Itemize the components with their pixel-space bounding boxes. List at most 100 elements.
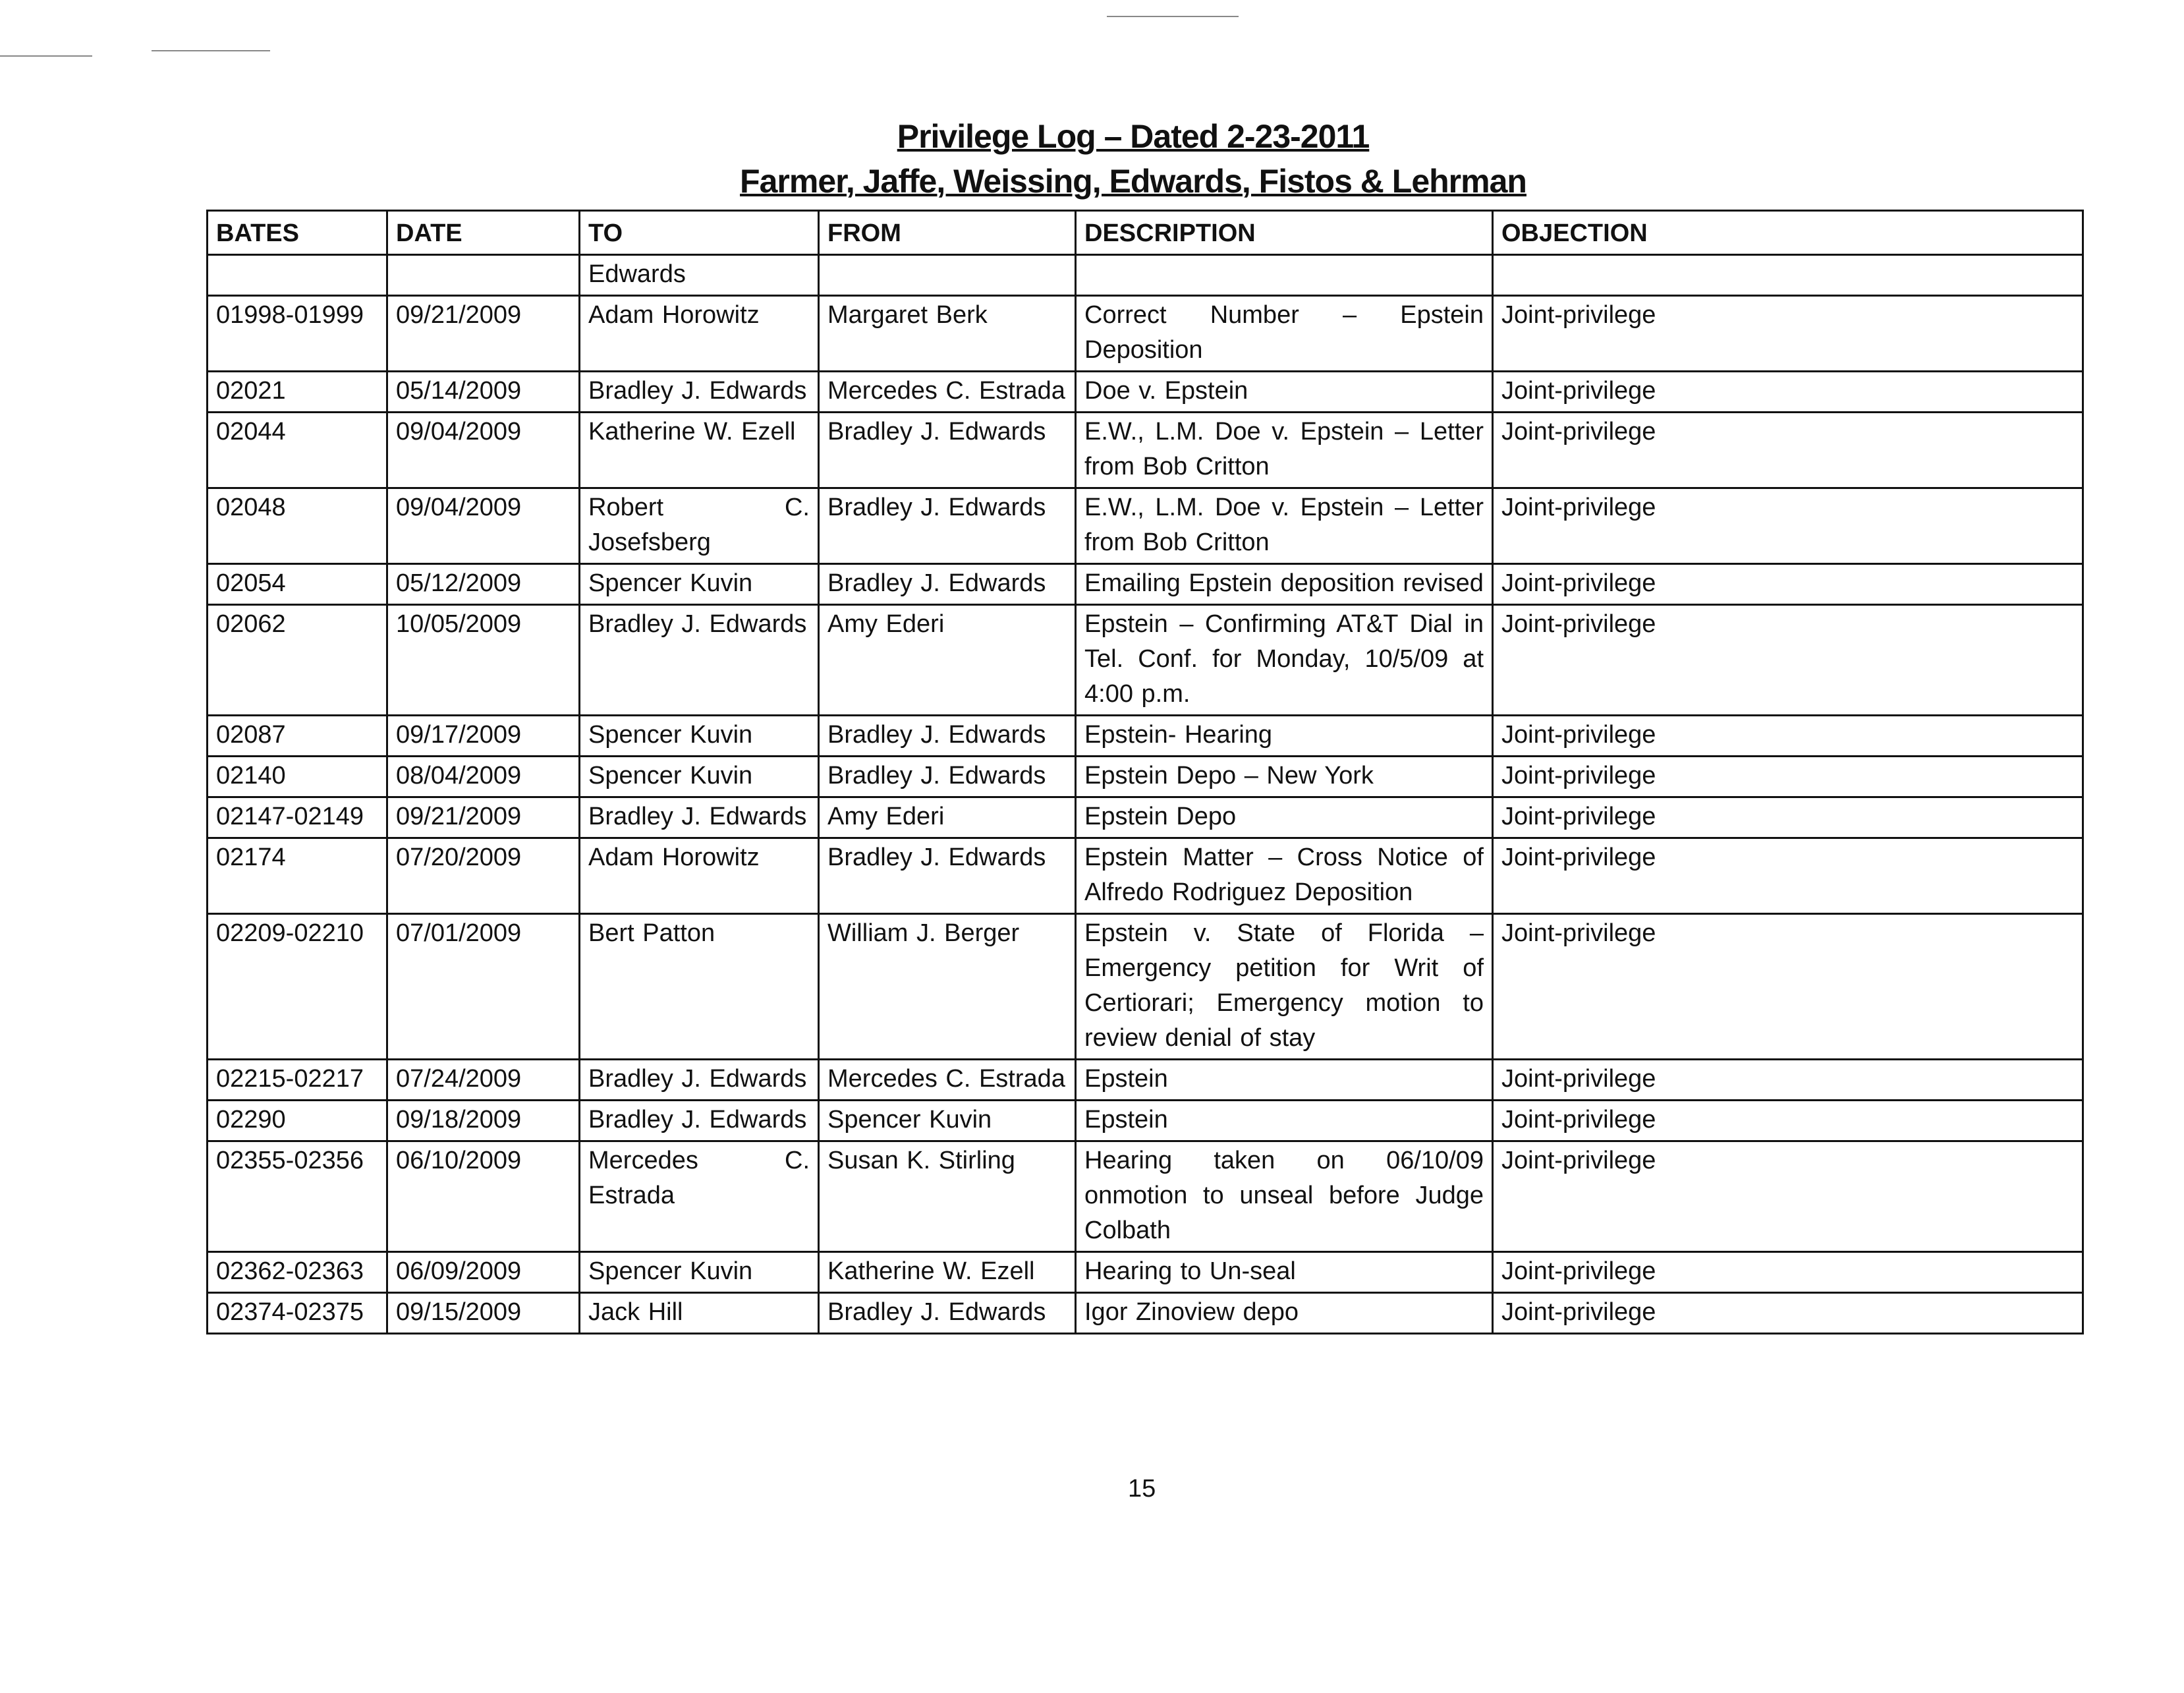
cell-description: E.W., L.M. Doe v. Epstein – Letter from … bbox=[1075, 411, 1494, 489]
cell-objection: Joint-privilege bbox=[1492, 1058, 2084, 1101]
cell-from: Bradley J. Edwards bbox=[818, 487, 1077, 565]
privilege-log-table: BATES DATE TO FROM DESCRIPTION OBJECTION… bbox=[206, 210, 2084, 1334]
table-row: 02044 09/04/2009 Katherine W. Ezell Bradley… bbox=[206, 411, 2084, 489]
cell-objection: Joint-privilege bbox=[1492, 370, 2084, 413]
cell-date: 07/20/2009 bbox=[386, 837, 580, 915]
cell-to: Bert Patton bbox=[578, 913, 820, 1060]
cell-description: Epstein Depo bbox=[1075, 796, 1494, 839]
cell-date: 09/21/2009 bbox=[386, 796, 580, 839]
cell-description: Correct Number – Epstein Deposition bbox=[1075, 295, 1494, 372]
cell-objection: Joint-privilege bbox=[1492, 913, 2084, 1060]
column-header-objection: OBJECTION bbox=[1492, 210, 2084, 256]
cell-bates: 02087 bbox=[206, 714, 388, 757]
cell-date: 09/15/2009 bbox=[386, 1292, 580, 1334]
cell-from: Spencer Kuvin bbox=[818, 1099, 1077, 1142]
table-row: 02209-02210 07/01/2009 Bert Patton William … bbox=[206, 913, 2084, 1060]
cell-from: Bradley J. Edwards bbox=[818, 714, 1077, 757]
cell-description: Epstein v. State of Florida – Emergency … bbox=[1075, 913, 1494, 1060]
cell-bates: 02209-02210 bbox=[206, 913, 388, 1060]
cell-objection: Joint-privilege bbox=[1492, 604, 2084, 716]
cell-to: Jack Hill bbox=[578, 1292, 820, 1334]
scan-artifact bbox=[0, 55, 92, 57]
cell-to: Spencer Kuvin bbox=[578, 563, 820, 606]
cell-objection: Joint-privilege bbox=[1492, 796, 2084, 839]
table-row: 02054 05/12/2009 Spencer Kuvin Bradley J. E… bbox=[206, 563, 2084, 606]
cell-description: Igor Zinoview depo bbox=[1075, 1292, 1494, 1334]
cell-description bbox=[1075, 254, 1494, 297]
cell-to: Bradley J. Edwards bbox=[578, 1058, 820, 1101]
column-header-date: DATE bbox=[386, 210, 580, 256]
cell-from: Mercedes C. Estrada bbox=[818, 370, 1077, 413]
cell-to: Bradley J. Edwards bbox=[578, 370, 820, 413]
cell-from: Amy Ederi bbox=[818, 604, 1077, 716]
cell-from bbox=[818, 254, 1077, 297]
cell-date: 06/10/2009 bbox=[386, 1140, 580, 1253]
cell-date: 09/04/2009 bbox=[386, 411, 580, 489]
cell-to: Spencer Kuvin bbox=[578, 1251, 820, 1294]
cell-date: 05/12/2009 bbox=[386, 563, 580, 606]
table-row: 02062 10/05/2009 Bradley J. Edwards Amy Ede… bbox=[206, 604, 2084, 716]
cell-objection: Joint-privilege bbox=[1492, 1099, 2084, 1142]
column-header-to: TO bbox=[578, 210, 820, 256]
cell-bates: 02054 bbox=[206, 563, 388, 606]
cell-date: 10/05/2009 bbox=[386, 604, 580, 716]
cell-to: Edwards bbox=[578, 254, 820, 297]
table-row: 02215-02217 07/24/2009 Bradley J. Edwards M… bbox=[206, 1058, 2084, 1101]
cell-bates: 02021 bbox=[206, 370, 388, 413]
cell-bates: 02290 bbox=[206, 1099, 388, 1142]
cell-date: 09/18/2009 bbox=[386, 1099, 580, 1142]
table-row: 02362-02363 06/09/2009 Spencer Kuvin Kather… bbox=[206, 1251, 2084, 1294]
table-row: 02140 08/04/2009 Spencer Kuvin Bradley J. E… bbox=[206, 755, 2084, 798]
table-row: Edwards bbox=[206, 254, 2084, 297]
cell-objection: Joint-privilege bbox=[1492, 295, 2084, 372]
cell-to: Bradley J. Edwards bbox=[578, 1099, 820, 1142]
cell-objection: Joint-privilege bbox=[1492, 411, 2084, 489]
cell-to: Bradley J. Edwards bbox=[578, 796, 820, 839]
cell-bates: 02062 bbox=[206, 604, 388, 716]
cell-objection: Joint-privilege bbox=[1492, 1140, 2084, 1253]
cell-bates bbox=[206, 254, 388, 297]
cell-objection: Joint-privilege bbox=[1492, 1251, 2084, 1294]
column-header-from: FROM bbox=[818, 210, 1077, 256]
cell-description: Epstein – Confirming AT&T Dial in Tel. C… bbox=[1075, 604, 1494, 716]
cell-date: 09/17/2009 bbox=[386, 714, 580, 757]
table-body: Edwards 01998-01999 09/21/2009 Adam Horowit… bbox=[206, 254, 2084, 1334]
cell-bates: 02355-02356 bbox=[206, 1140, 388, 1253]
scan-artifact bbox=[1107, 16, 1239, 17]
table-row: 02147-02149 09/21/2009 Bradley J. Edwards A… bbox=[206, 796, 2084, 839]
cell-objection: Joint-privilege bbox=[1492, 563, 2084, 606]
cell-description: E.W., L.M. Doe v. Epstein – Letter from … bbox=[1075, 487, 1494, 565]
cell-from: Bradley J. Edwards bbox=[818, 1292, 1077, 1334]
column-header-description: DESCRIPTION bbox=[1075, 210, 1494, 256]
cell-description: Emailing Epstein deposition revised bbox=[1075, 563, 1494, 606]
cell-to: Katherine W. Ezell bbox=[578, 411, 820, 489]
cell-bates: 02044 bbox=[206, 411, 388, 489]
cell-objection: Joint-privilege bbox=[1492, 714, 2084, 757]
cell-date: 07/01/2009 bbox=[386, 913, 580, 1060]
cell-bates: 02048 bbox=[206, 487, 388, 565]
cell-description: Epstein bbox=[1075, 1058, 1494, 1101]
cell-date: 08/04/2009 bbox=[386, 755, 580, 798]
cell-description: Epstein Matter – Cross Notice of Alfredo… bbox=[1075, 837, 1494, 915]
cell-description: Hearing to Un-seal bbox=[1075, 1251, 1494, 1294]
page-number: 15 bbox=[1128, 1475, 1156, 1503]
cell-from: Katherine W. Ezell bbox=[818, 1251, 1077, 1294]
cell-to: Mercedes C. Estrada bbox=[578, 1140, 820, 1253]
cell-from: William J. Berger bbox=[818, 913, 1077, 1060]
cell-to: Adam Horowitz bbox=[578, 295, 820, 372]
document-subtitle: Farmer, Jaffe, Weissing, Edwards, Fistos… bbox=[740, 163, 1527, 200]
cell-date: 09/21/2009 bbox=[386, 295, 580, 372]
cell-bates: 02174 bbox=[206, 837, 388, 915]
cell-from: Susan K. Stirling bbox=[818, 1140, 1077, 1253]
cell-bates: 02140 bbox=[206, 755, 388, 798]
cell-bates: 02374-02375 bbox=[206, 1292, 388, 1334]
cell-bates: 01998-01999 bbox=[206, 295, 388, 372]
cell-from: Mercedes C. Estrada bbox=[818, 1058, 1077, 1101]
cell-date: 07/24/2009 bbox=[386, 1058, 580, 1101]
cell-to: Spencer Kuvin bbox=[578, 755, 820, 798]
cell-description: Epstein Depo – New York bbox=[1075, 755, 1494, 798]
cell-description: Epstein bbox=[1075, 1099, 1494, 1142]
document-title: Privilege Log – Dated 2-23-2011 bbox=[897, 118, 1370, 155]
cell-from: Margaret Berk bbox=[818, 295, 1077, 372]
cell-objection bbox=[1492, 254, 2084, 297]
